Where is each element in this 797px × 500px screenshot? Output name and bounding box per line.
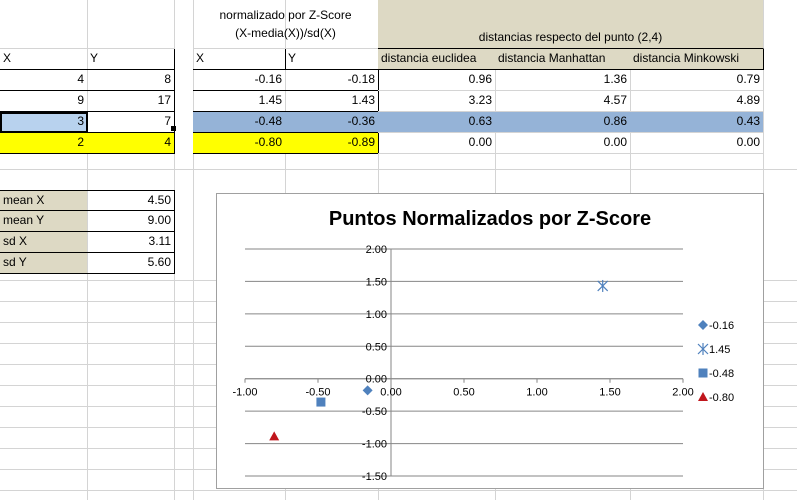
cell-zy[interactable]: -0.18 — [285, 70, 379, 91]
distances-title: distancias respecto del punto (2,4) — [478, 30, 663, 44]
zscore-title-line1: normalizado por Z-Score — [219, 8, 352, 22]
y-tick-label: -1.00 — [362, 439, 387, 451]
x-tick-label: 0.50 — [453, 387, 474, 399]
header-zx[interactable]: X — [193, 49, 286, 70]
y-tick-label: 0.50 — [366, 341, 387, 353]
cell-euclid[interactable]: 0.00 — [378, 133, 496, 154]
legend-marker — [698, 320, 708, 330]
y-tick-label: -1.50 — [362, 471, 387, 483]
x-tick-label: 0.00 — [380, 387, 401, 399]
cell-x[interactable]: 2 — [0, 133, 88, 154]
cell-euclid[interactable]: 0.63 — [378, 112, 496, 133]
cell-y[interactable]: 7 — [87, 112, 175, 133]
cell-manhattan[interactable]: 4.57 — [495, 91, 631, 112]
cell-minkowski[interactable]: 0.79 — [630, 70, 764, 91]
cell-manhattan[interactable]: 0.86 — [495, 112, 631, 133]
cell-y[interactable]: 8 — [87, 70, 175, 91]
chart-axes — [245, 249, 683, 476]
header-x[interactable]: X — [0, 49, 88, 70]
x-tick-label: 1.50 — [599, 387, 620, 399]
legend-label: -0.48 — [709, 368, 734, 380]
cell-zx[interactable]: -0.16 — [193, 70, 286, 91]
fill-handle[interactable] — [171, 126, 176, 131]
cell-y[interactable]: 17 — [87, 91, 175, 112]
stat-label-sd-x[interactable]: sd X — [0, 232, 88, 253]
grid-row-line — [0, 490, 797, 491]
cell-x-selected[interactable]: 3 — [0, 112, 88, 133]
cell-minkowski[interactable]: 4.89 — [630, 91, 764, 112]
cell-manhattan[interactable]: 1.36 — [495, 70, 631, 91]
cell-zy[interactable]: -0.89 — [285, 133, 379, 154]
y-tick-label: -0.50 — [362, 406, 387, 418]
legend-label: -0.16 — [709, 320, 734, 332]
cell-x[interactable]: 9 — [0, 91, 88, 112]
chart-legend[interactable]: -0.16 1.45 -0.48 -0.80 — [697, 320, 734, 404]
x-tick-label: -0.50 — [305, 387, 330, 399]
x-tick-label: 2.00 — [672, 387, 693, 399]
cell-euclid[interactable]: 0.96 — [378, 70, 496, 91]
stat-value-sd-y[interactable]: 5.60 — [87, 253, 175, 274]
cell-zx[interactable]: -0.48 — [193, 112, 286, 133]
header-y[interactable]: Y — [87, 49, 175, 70]
cell-zx[interactable]: 1.45 — [193, 91, 286, 112]
cell-y[interactable]: 4 — [87, 133, 175, 154]
data-point — [362, 385, 373, 396]
cell-zy[interactable]: 1.43 — [285, 91, 379, 112]
cell-x[interactable]: 4 — [0, 70, 88, 91]
legend-marker — [698, 368, 708, 378]
legend-marker — [698, 392, 708, 401]
stat-value-mean-y[interactable]: 9.00 — [87, 211, 175, 232]
stat-value-mean-x[interactable]: 4.50 — [87, 190, 175, 211]
distances-title-cell[interactable]: distancias respecto del punto (2,4) — [378, 0, 764, 49]
cell-zx[interactable]: -0.80 — [193, 133, 286, 154]
x-tick-label: -1.00 — [232, 387, 257, 399]
header-manhattan[interactable]: distancia Manhattan — [495, 49, 631, 70]
scatter-chart[interactable]: Puntos Normalizados por Z-Score 2.00 1.50… — [216, 193, 764, 489]
y-tick-label: 1.50 — [366, 276, 387, 288]
legend-marker — [697, 343, 709, 355]
x-tick-label: 1.00 — [526, 387, 547, 399]
stat-label-mean-x[interactable]: mean X — [0, 190, 88, 211]
cell-manhattan[interactable]: 0.00 — [495, 133, 631, 154]
cell-minkowski[interactable]: 0.43 — [630, 112, 764, 133]
chart-svg: Puntos Normalizados por Z-Score 2.00 1.50… — [232, 208, 734, 483]
cell-minkowski[interactable]: 0.00 — [630, 133, 764, 154]
chart-title: Puntos Normalizados por Z-Score — [329, 208, 651, 230]
legend-label: 1.45 — [709, 344, 730, 356]
empty-cell[interactable] — [0, 0, 88, 49]
legend-label: -0.80 — [709, 392, 734, 404]
grid-row-line — [0, 169, 797, 170]
data-point — [316, 397, 326, 407]
header-minkowski[interactable]: distancia Minkowski — [630, 49, 764, 70]
stat-label-mean-y[interactable]: mean Y — [0, 211, 88, 232]
chart-ticks: 2.00 1.50 1.00 0.50 0.00 -0.50 -1.00 -1.50 -1.00… — [232, 244, 693, 483]
header-euclid[interactable]: distancia euclidea — [378, 49, 496, 70]
zscore-title-cell[interactable]: normalizado por Z-Score (X-media(X))/sd(… — [193, 0, 379, 49]
y-tick-label: 1.00 — [366, 309, 387, 321]
empty-cell[interactable] — [87, 0, 175, 49]
data-point — [597, 279, 609, 292]
chart-gridlines — [245, 248, 683, 477]
chart-points — [269, 279, 609, 441]
cell-euclid[interactable]: 3.23 — [378, 91, 496, 112]
y-tick-label: 0.00 — [366, 374, 387, 386]
header-zy[interactable]: Y — [285, 49, 379, 70]
y-tick-label: 2.00 — [366, 244, 387, 256]
cell-zy[interactable]: -0.36 — [285, 112, 379, 133]
stat-label-sd-y[interactable]: sd Y — [0, 253, 88, 274]
grid-col-line — [193, 0, 194, 500]
zscore-title-line2: (X-media(X))/sd(X) — [235, 26, 336, 40]
stat-value-sd-x[interactable]: 3.11 — [87, 232, 175, 253]
data-point — [269, 431, 280, 441]
